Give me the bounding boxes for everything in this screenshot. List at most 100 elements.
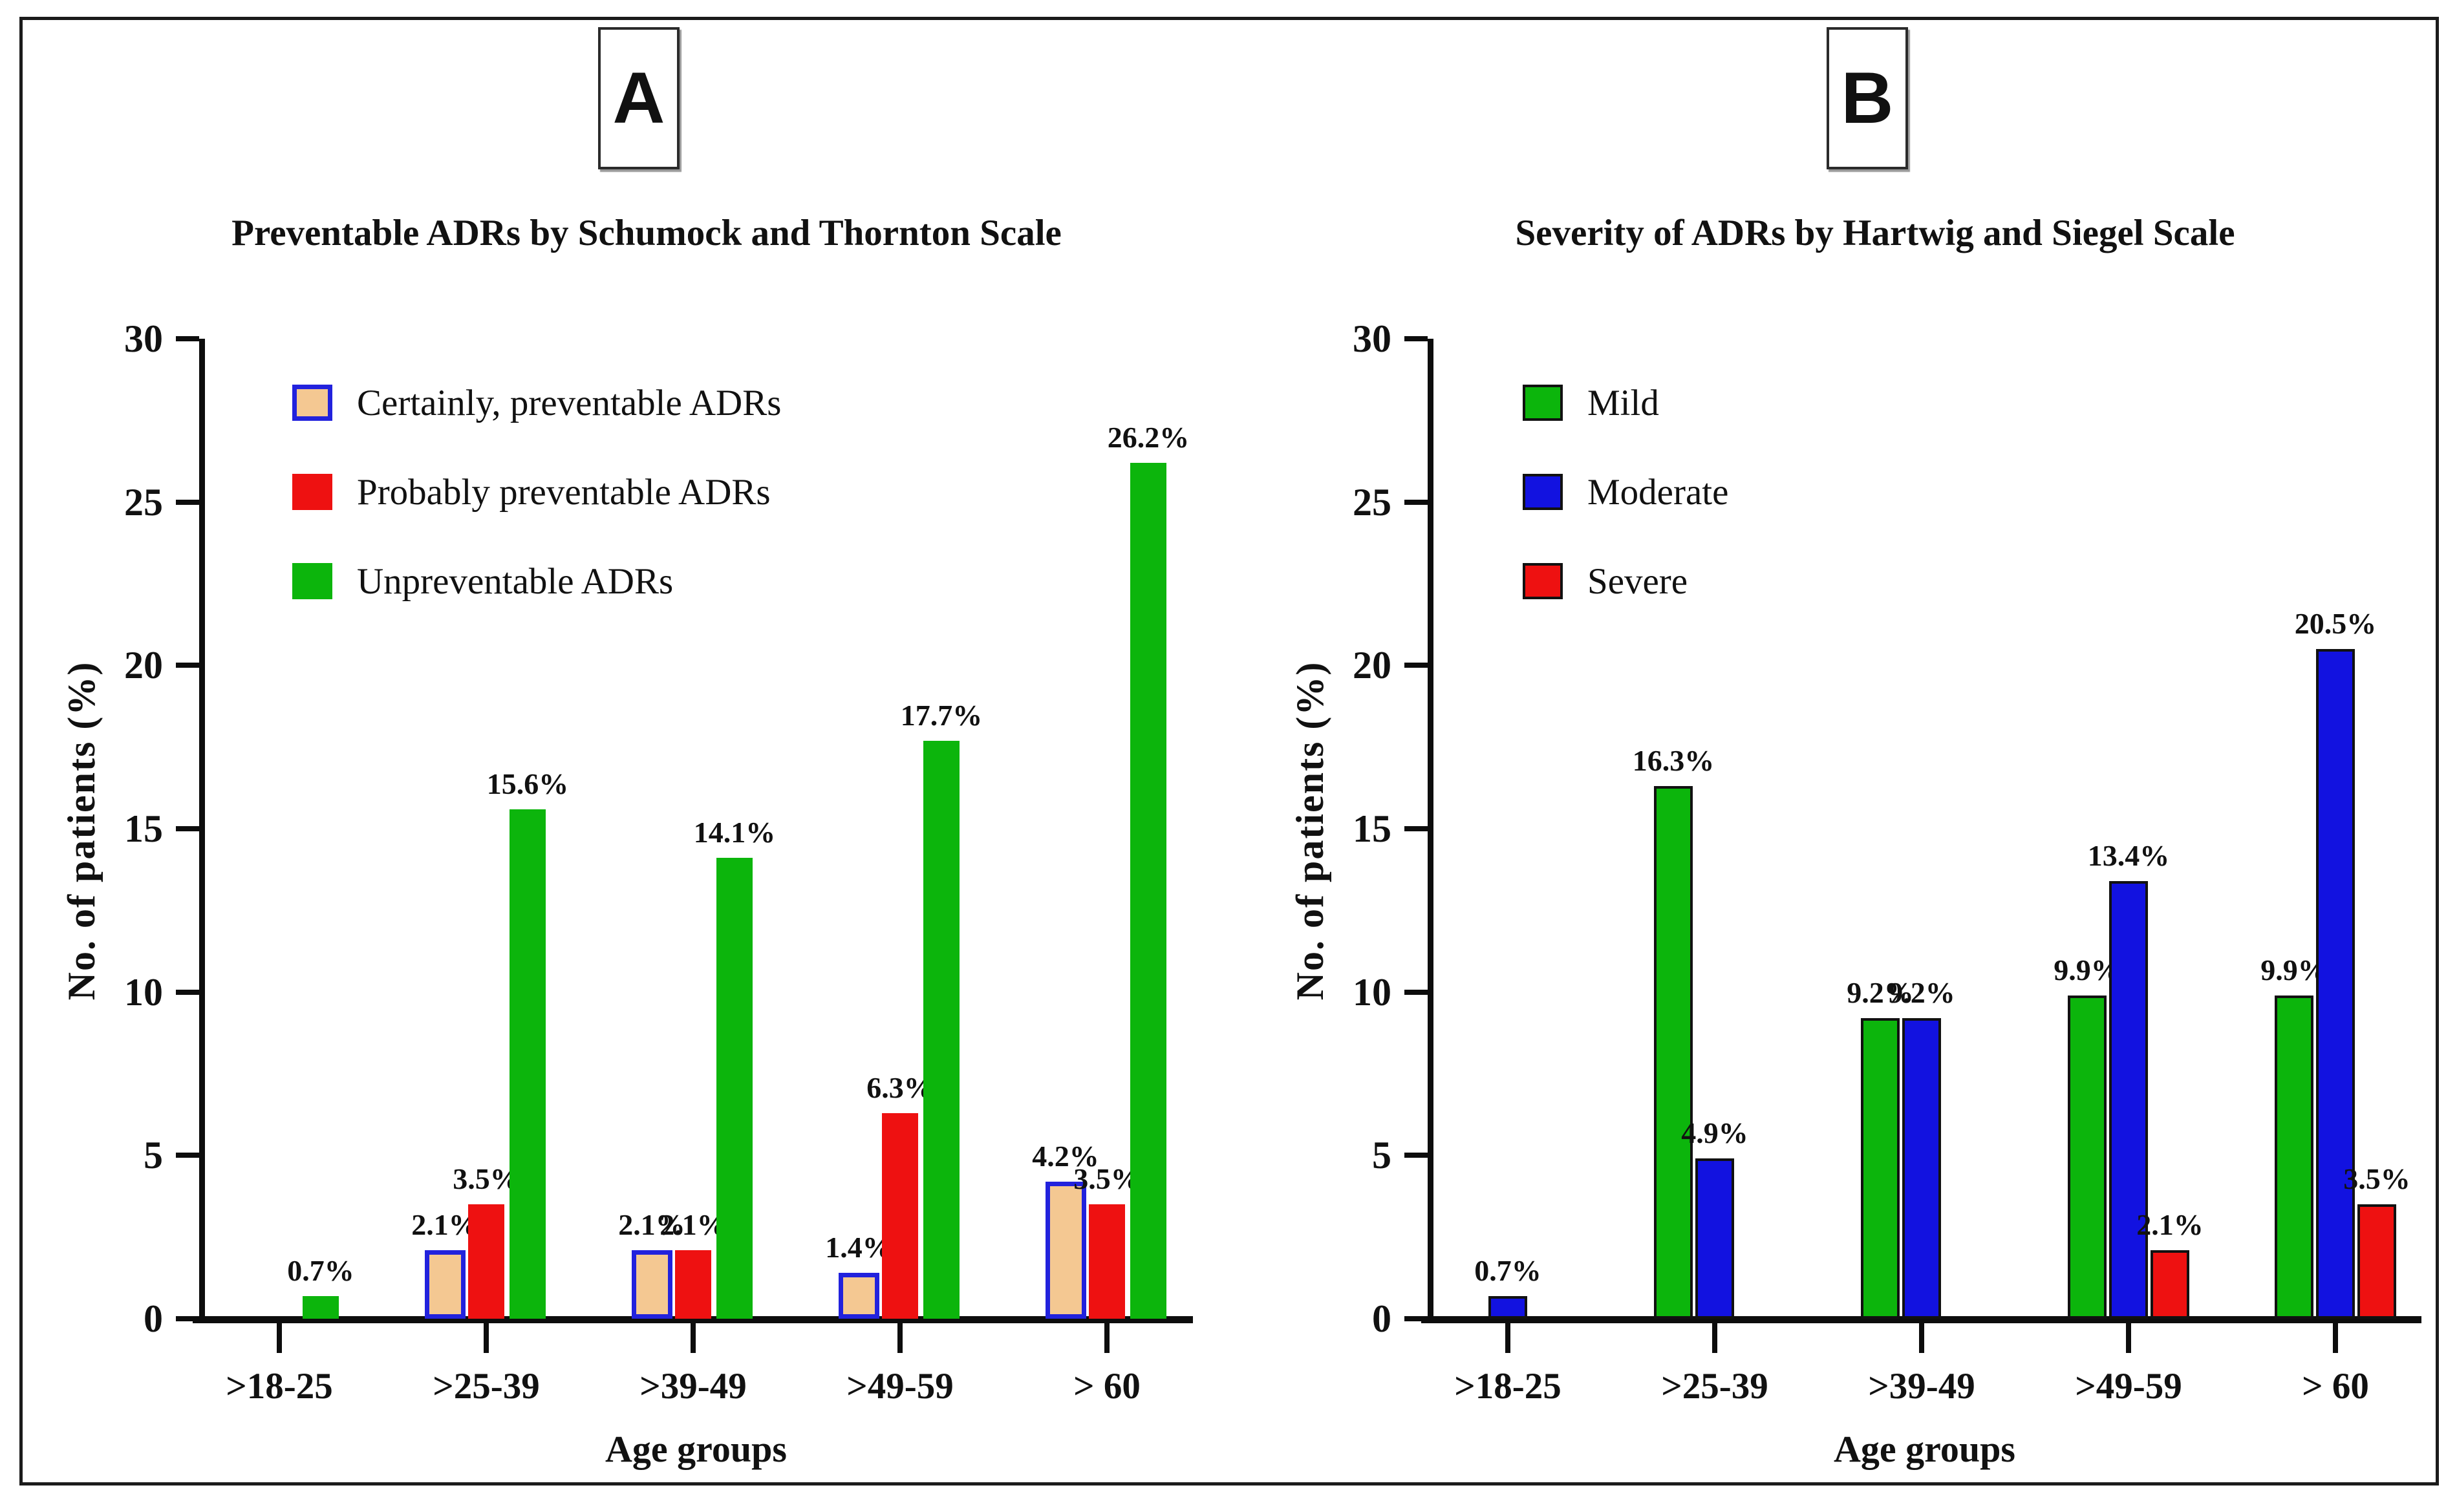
x-tick-label: >39-49 — [1868, 1366, 1975, 1407]
panel-b-title: Severity of ADRs by Hartwig and Siegel S… — [1515, 213, 2235, 253]
bar-value-label: 4.9% — [1681, 1116, 1748, 1150]
bar-value-label: 15.6% — [486, 767, 569, 800]
bar-value-label: 3.5% — [2343, 1162, 2410, 1196]
bar — [1654, 786, 1693, 1319]
x-tick — [484, 1322, 489, 1353]
bar-value-label: 2.1% — [411, 1208, 478, 1241]
y-tick-label: 30 — [124, 317, 163, 360]
y-tick — [1404, 499, 1428, 505]
y-tick — [1404, 826, 1428, 831]
legend-label: Moderate — [1587, 471, 1729, 513]
legend-item: Certainly, preventable ADRs — [292, 380, 781, 425]
legend-item: Unpreventable ADRs — [292, 559, 673, 604]
panel-b: B Severity of ADRs by Hartwig and Siegel… — [1228, 0, 2457, 1512]
x-tick — [1919, 1322, 1924, 1353]
panel-b-letter-box: B — [1827, 27, 1908, 169]
legend-swatch-severe — [1523, 563, 1563, 599]
bar-value-label: 3.5% — [1073, 1162, 1141, 1196]
y-tick — [176, 663, 199, 668]
legend-item: Severe — [1523, 559, 1688, 604]
bar — [510, 809, 546, 1319]
x-tick — [2126, 1322, 2131, 1353]
bar — [2357, 1204, 2396, 1319]
bar-value-label: 16.3% — [1632, 744, 1715, 778]
y-tick-label: 30 — [1353, 317, 1391, 360]
bar-value-label: 0.7% — [1474, 1253, 1541, 1287]
x-tick — [2333, 1322, 2338, 1353]
x-tick — [277, 1322, 282, 1353]
y-tick-label: 20 — [1353, 644, 1391, 687]
y-axis-line — [1428, 339, 1433, 1323]
y-tick-label: 25 — [1353, 480, 1391, 524]
bar — [631, 1250, 672, 1319]
legend-label: Severe — [1587, 560, 1688, 602]
y-tick — [1404, 1153, 1428, 1158]
y-tick-label: 20 — [124, 644, 163, 687]
bar-value-label: 26.2% — [1107, 421, 1190, 454]
x-tick-label: >49-59 — [846, 1366, 954, 1407]
bar-value-label: 4.2% — [1032, 1139, 1099, 1173]
bar — [468, 1204, 504, 1319]
legend-swatch-moderate — [1523, 474, 1563, 510]
bar — [2068, 995, 2107, 1319]
y-tick — [1404, 663, 1428, 668]
panel-a-letter-box: A — [598, 27, 680, 169]
bar-value-label: 20.5% — [2294, 607, 2377, 641]
bar-value-label: 13.4% — [2087, 838, 2170, 872]
panel-b-x-axis-title: Age groups — [1834, 1428, 2015, 1470]
bar — [1130, 463, 1166, 1319]
legend-swatch-mild — [1523, 385, 1563, 421]
panel-b-letter: B — [1841, 58, 1894, 138]
y-axis-line — [199, 339, 205, 1323]
y-tick-label: 25 — [124, 480, 163, 524]
x-tick-label: >18-25 — [226, 1366, 333, 1407]
x-tick — [691, 1322, 696, 1353]
x-axis-line — [1421, 1316, 2421, 1323]
x-tick — [1712, 1322, 1717, 1353]
bar — [1488, 1295, 1527, 1319]
y-tick-label: 0 — [1372, 1297, 1391, 1340]
legend-label: Certainly, preventable ADRs — [357, 382, 782, 423]
panel-a-plot: 0 5 10 15 20 25 30 >18-25 0.7% >25-39 2.1% 3.5% 15.6… — [0, 0, 1228, 1512]
y-tick-label: 15 — [124, 807, 163, 850]
y-tick — [176, 336, 199, 341]
x-tick — [1505, 1322, 1510, 1353]
y-tick — [176, 1316, 199, 1321]
bar — [424, 1250, 466, 1319]
bar — [1045, 1181, 1086, 1319]
y-tick-label: 10 — [124, 970, 163, 1014]
x-tick-label: >25-39 — [1661, 1366, 1768, 1407]
legend-item: Moderate — [1523, 469, 1728, 515]
x-tick-label: >49-59 — [2075, 1366, 2182, 1407]
y-tick — [1404, 336, 1428, 341]
x-tick-label: > 60 — [1073, 1366, 1141, 1407]
bar — [1861, 1018, 1900, 1319]
bar — [675, 1250, 711, 1319]
bar-value-label: 17.7% — [900, 698, 983, 732]
legend-swatch-unpreventable — [292, 563, 332, 599]
bar-value-label: 1.4% — [825, 1231, 892, 1264]
bar — [1089, 1204, 1125, 1319]
bar — [2316, 649, 2355, 1319]
y-tick-label: 0 — [144, 1297, 163, 1340]
bar-value-label: 9.2% — [1888, 976, 1955, 1010]
legend-label: Mild — [1587, 382, 1659, 423]
panel-a: A Preventable ADRs by Schumock and Thorn… — [0, 0, 1228, 1512]
bar-value-label: 2.1% — [2136, 1208, 2204, 1241]
y-tick-label: 5 — [1372, 1134, 1391, 1177]
bar — [1902, 1018, 1941, 1319]
y-tick — [176, 989, 199, 995]
x-tick-label: >39-49 — [639, 1366, 747, 1407]
legend-swatch-certainly-preventable — [292, 385, 332, 421]
x-tick — [897, 1322, 903, 1353]
x-tick-label: >18-25 — [1454, 1366, 1561, 1407]
bar — [1695, 1158, 1734, 1319]
bar-value-label: 6.3% — [866, 1070, 934, 1104]
bar — [716, 858, 753, 1319]
bar — [923, 740, 960, 1319]
y-tick — [176, 826, 199, 831]
panel-b-plot: 0 5 10 15 20 25 30 >18-25 0.7% >25-39 16.3% 4.9% >39… — [1228, 0, 2457, 1512]
y-tick — [176, 499, 199, 505]
bar-value-label: 2.1% — [618, 1208, 685, 1241]
